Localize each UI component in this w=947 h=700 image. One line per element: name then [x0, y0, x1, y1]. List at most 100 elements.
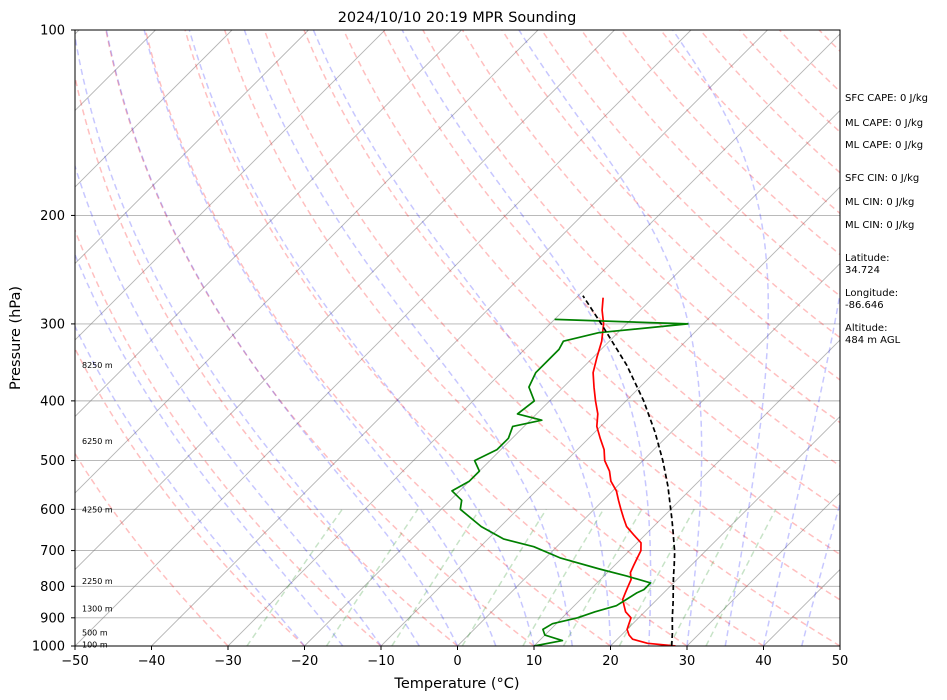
moist-adiabat-line: [401, 30, 652, 646]
x-axis-ticks: −50 −40 −30 −20 −10 0 10 20 30 40 50: [61, 646, 848, 669]
dry-adiabat-line: [620, 30, 840, 256]
y-axis-ticks: 1000 900 800 700 600 500 400 300 200 100: [32, 24, 75, 655]
info-line: 34.724: [845, 265, 880, 276]
x-tick-label: −20: [291, 654, 318, 669]
mixing-ratio-lines: [246, 508, 777, 646]
dry-adiabat-line: [105, 30, 535, 646]
moist-adiabat-line: [518, 30, 703, 646]
info-line: ML CIN: 0 J/kg: [845, 220, 914, 231]
mixing-ratio-line: [705, 508, 777, 646]
dry-adiabat-line: [501, 30, 840, 381]
mixing-ratio-line: [246, 508, 343, 646]
plot-area: [75, 30, 840, 646]
height-label: 1300 m: [82, 605, 113, 614]
moist-adiabat-line: [188, 30, 535, 646]
moist-adiabat-line: [312, 30, 612, 646]
parcel-profile-line: [582, 295, 676, 646]
dewpoint-profile-line: [451, 318, 689, 646]
chart-title: 2024/10/10 20:19 MPR Sounding: [338, 10, 577, 26]
mixing-ratio-line: [325, 508, 419, 646]
info-line: Longitude:: [845, 288, 898, 299]
height-label: 2250 m: [82, 577, 113, 586]
moist-adiabats: [75, 30, 840, 646]
moist-adiabat-line: [762, 289, 840, 646]
info-line: SFC CAPE: 0 J/kg: [845, 93, 928, 104]
mixing-ratio-line: [618, 508, 695, 646]
x-tick-label: 30: [679, 654, 696, 669]
moist-adiabat-line: [75, 163, 382, 646]
dry-adiabat-line: [303, 30, 840, 601]
isotherm-line: [457, 262, 840, 646]
height-labels: 8250 m 6250 m 4250 m 2250 m 1300 m 500 m 100 m: [82, 361, 113, 650]
mixing-ratio-line: [668, 508, 742, 646]
isotherm-line: [75, 30, 539, 494]
dry-adiabat-line: [660, 30, 840, 215]
x-tick-label: −50: [61, 654, 88, 669]
isotherm-line: [533, 339, 840, 646]
height-label: 8250 m: [82, 361, 113, 370]
y-tick-label: 500: [40, 454, 65, 469]
moist-adiabat-line: [143, 30, 497, 646]
y-tick-label: 100: [40, 24, 65, 39]
mixing-ratio-line: [461, 508, 547, 646]
sounding-info-panel: SFC CAPE: 0 J/kg ML CAPE: 0 J/kg ML CAPE: …: [845, 93, 928, 346]
sounding-profiles: [451, 295, 689, 646]
isotherm-line: [151, 30, 768, 646]
info-line: Altitude:: [845, 323, 887, 334]
y-tick-label: 600: [40, 503, 65, 518]
dry-adiabat-line: [223, 30, 764, 646]
y-tick-label: 200: [40, 209, 65, 224]
height-label: 100 m: [82, 641, 108, 650]
height-label: 6250 m: [82, 437, 113, 446]
y-tick-label: 900: [40, 611, 65, 626]
x-tick-label: −30: [214, 654, 241, 669]
y-tick-label: 800: [40, 580, 65, 595]
dry-adiabat-line: [342, 30, 840, 556]
info-line: ML CAPE: 0 J/kg: [845, 118, 923, 129]
isotherm-line: [304, 109, 840, 646]
y-tick-label: 300: [40, 317, 65, 332]
isotherm-line: [380, 186, 840, 646]
moist-adiabat-line: [243, 30, 574, 646]
dry-adiabat-line: [461, 30, 840, 424]
height-label: 500 m: [82, 628, 108, 637]
x-tick-label: −40: [138, 654, 165, 669]
isotherm-line: [75, 30, 386, 341]
isotherm-line: [75, 30, 692, 646]
isotherm-line: [686, 492, 840, 646]
x-tick-label: 0: [453, 654, 461, 669]
isotherms: [75, 30, 840, 646]
height-label: 4250 m: [82, 505, 113, 514]
moist-adiabat-line: [801, 501, 840, 646]
moist-adiabat-line: [75, 252, 344, 646]
x-tick-label: 10: [526, 654, 543, 669]
mixing-ratio-line: [391, 508, 481, 646]
dry-adiabats: [75, 30, 840, 646]
x-tick-label: 40: [755, 654, 772, 669]
y-axis-label: Pressure (hPa): [8, 286, 24, 390]
info-line: SFC CIN: 0 J/kg: [845, 173, 919, 184]
isotherm-line: [75, 30, 615, 571]
info-line: -86.646: [845, 300, 884, 311]
dry-adiabat-line: [144, 30, 611, 646]
isotherm-line: [75, 30, 462, 418]
isotherm-line: [610, 415, 840, 646]
x-axis-label: Temperature (°C): [393, 676, 519, 692]
info-line: ML CAPE: 0 J/kg: [845, 140, 923, 151]
isotherm-line: [227, 33, 840, 646]
info-line: Latitude:: [845, 253, 890, 264]
isotherm-line: [75, 30, 309, 265]
dry-adiabat-line: [184, 30, 688, 646]
dry-adiabat-line: [75, 228, 382, 646]
y-tick-label: 700: [40, 544, 65, 559]
x-tick-label: 20: [602, 654, 619, 669]
mixing-ratio-line: [562, 508, 643, 646]
y-tick-label: 400: [40, 394, 65, 409]
x-tick-label: −10: [367, 654, 394, 669]
info-line: 484 m AGL: [845, 335, 901, 346]
moist-adiabat-line: [672, 30, 770, 646]
pressure-gridlines: [75, 30, 840, 646]
temperature-profile-line: [592, 297, 676, 646]
